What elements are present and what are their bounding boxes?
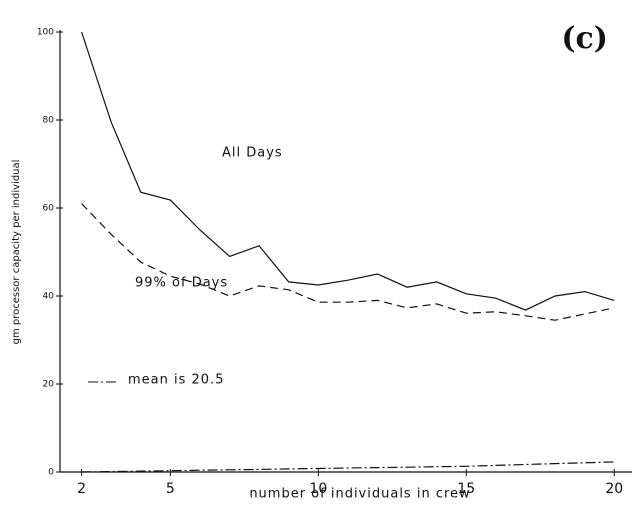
- x-tick-label: 5: [166, 481, 175, 497]
- y-tick-label: 0: [48, 468, 54, 478]
- x-tick-label: 15: [457, 481, 475, 497]
- x-tick-label: 10: [309, 481, 327, 497]
- series-line: [81, 203, 615, 321]
- x-tick-label: 20: [605, 481, 623, 497]
- y-tick-label: 40: [43, 292, 55, 302]
- y-axis-label: gm processor capacity per individual: [11, 160, 22, 345]
- y-tick-label: 20: [43, 380, 55, 390]
- series-label: 99% of Days: [135, 276, 228, 291]
- y-tick-label: 100: [37, 28, 54, 38]
- panel-label: (c): [561, 21, 608, 56]
- series-line: [81, 31, 615, 311]
- y-tick-label: 60: [43, 204, 55, 214]
- y-tick-label: 80: [43, 116, 55, 126]
- x-tick-label: 2: [77, 481, 86, 497]
- x-axis-label: number of individuals in crew: [249, 487, 470, 502]
- series-label: All Days: [222, 146, 283, 161]
- series-label: mean is 20.5: [128, 373, 224, 388]
- series-line: [81, 461, 615, 473]
